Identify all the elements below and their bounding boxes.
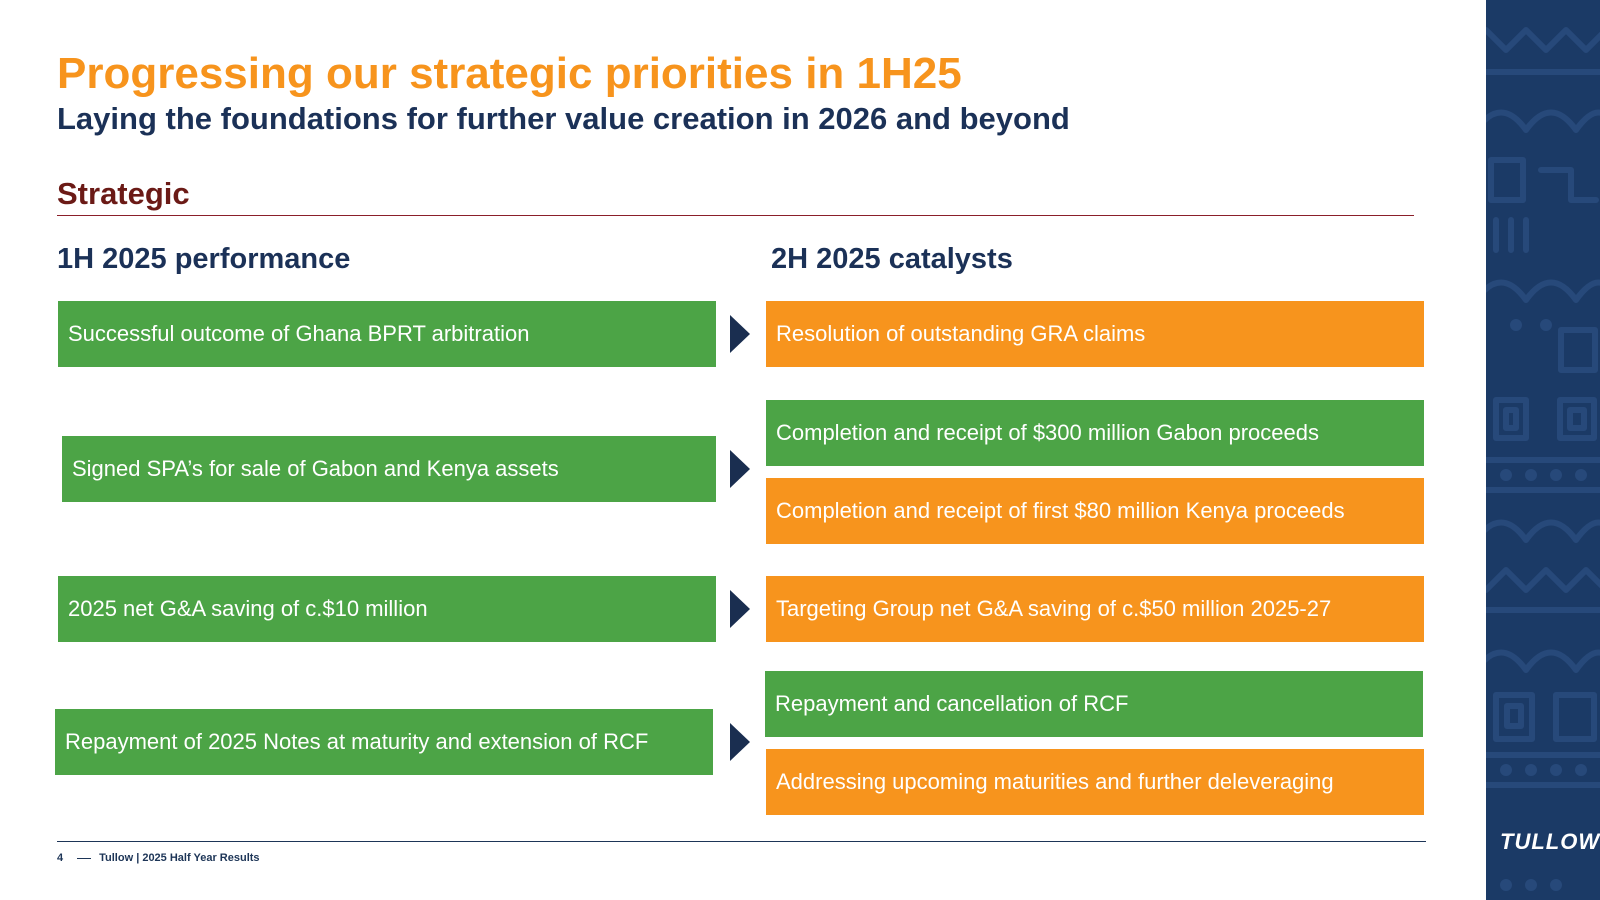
catalyst-item-kenya-proceeds: Completion and receipt of first $80 mill… — [766, 478, 1424, 544]
section-label: Strategic — [57, 176, 190, 211]
page-number: 4 — [57, 852, 64, 864]
catalyst-item-deleveraging: Addressing upcoming maturities and furth… — [766, 749, 1424, 815]
performance-item-notes-repayment: Repayment of 2025 Notes at maturity and … — [55, 709, 713, 775]
performance-item-ghana-arbitration: Successful outcome of Ghana BPRT arbitra… — [58, 301, 716, 367]
section-divider — [57, 215, 1414, 216]
catalyst-item-gabon-proceeds: Completion and receipt of $300 million G… — [766, 400, 1424, 466]
performance-item-spa-sale: Signed SPA’s for sale of Gabon and Kenya… — [62, 436, 716, 502]
catalyst-item-gra-claims: Resolution of outstanding GRA claims — [766, 301, 1424, 367]
right-arrow-icon — [730, 450, 750, 488]
page-title: Progressing our strategic priorities in … — [57, 49, 962, 98]
footer-divider — [57, 841, 1426, 842]
right-arrow-icon — [730, 590, 750, 628]
catalyst-item-ga-target: Targeting Group net G&A saving of c.$50 … — [766, 576, 1424, 642]
page-subtitle: Laying the foundations for further value… — [57, 101, 1070, 136]
catalyst-item-rcf-repayment: Repayment and cancellation of RCF — [765, 671, 1423, 737]
pattern-graphic — [1486, 27, 1600, 891]
left-column-heading: 1H 2025 performance — [57, 243, 351, 275]
tullow-logo: TULLOW — [1500, 829, 1600, 854]
performance-item-ga-saving: 2025 net G&A saving of c.$10 million — [58, 576, 716, 642]
decorative-pattern-sidebar — [1486, 0, 1600, 900]
right-arrow-icon — [730, 723, 750, 761]
footer: 4 Tullow | 2025 Half Year Results — [57, 852, 260, 864]
footer-text: Tullow | 2025 Half Year Results — [99, 852, 260, 864]
right-arrow-icon — [730, 315, 750, 353]
right-column-heading: 2H 2025 catalysts — [771, 243, 1013, 275]
